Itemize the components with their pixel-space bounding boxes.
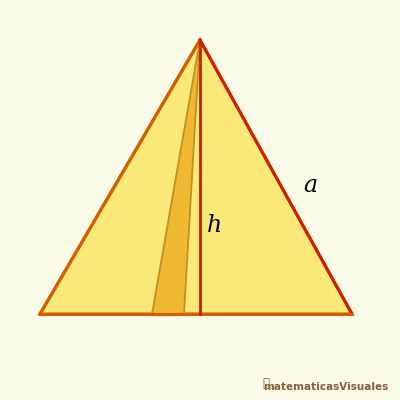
Text: h: h	[206, 214, 222, 238]
Polygon shape	[40, 40, 352, 314]
Text: matematicasVisuales: matematicasVisuales	[263, 382, 388, 392]
Text: Ⓜ: Ⓜ	[262, 377, 270, 390]
Text: a: a	[303, 174, 317, 198]
Polygon shape	[152, 40, 200, 314]
